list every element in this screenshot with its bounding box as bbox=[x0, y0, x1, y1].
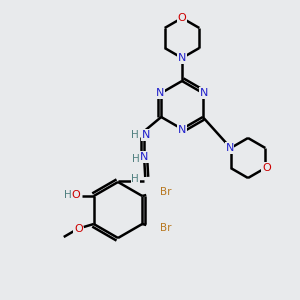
Text: O: O bbox=[74, 224, 83, 234]
Text: N: N bbox=[142, 130, 150, 140]
Text: O: O bbox=[178, 13, 186, 23]
Text: Br: Br bbox=[160, 187, 172, 197]
Text: H: H bbox=[131, 130, 139, 140]
Text: N: N bbox=[140, 152, 148, 162]
Text: N: N bbox=[178, 125, 186, 135]
Text: N: N bbox=[178, 53, 186, 63]
Text: N: N bbox=[200, 88, 208, 98]
Text: N: N bbox=[156, 88, 164, 98]
Text: H: H bbox=[132, 154, 140, 164]
Text: H: H bbox=[64, 190, 72, 200]
Text: N: N bbox=[226, 143, 234, 153]
Text: O: O bbox=[262, 163, 271, 173]
Text: O: O bbox=[71, 190, 80, 200]
Text: Br: Br bbox=[160, 223, 172, 233]
Text: H: H bbox=[131, 174, 139, 184]
